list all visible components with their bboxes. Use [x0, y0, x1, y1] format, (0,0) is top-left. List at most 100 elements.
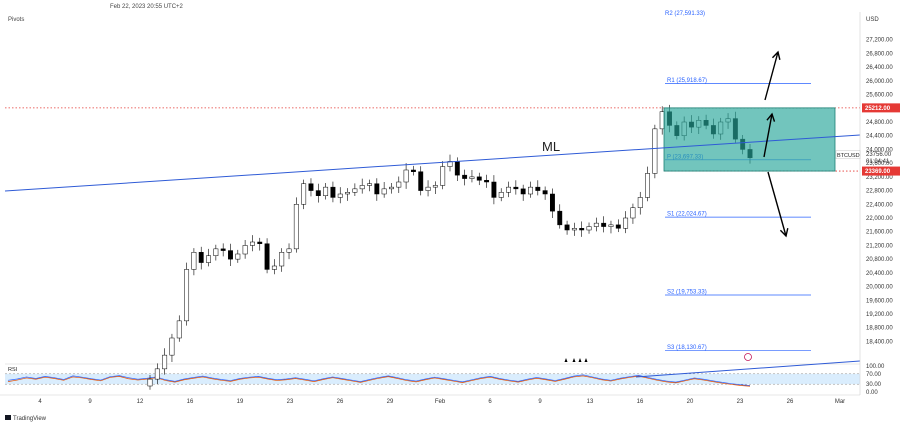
- x-tick-label: Feb: [435, 399, 446, 405]
- x-tick-label: Mar: [835, 399, 845, 405]
- candle-body: [147, 378, 153, 387]
- y-tick-label: 27,200.00: [866, 38, 893, 44]
- candle-body: [257, 241, 263, 244]
- candle-body: [154, 368, 160, 380]
- candle-body: [279, 252, 285, 267]
- candle-body: [367, 183, 372, 186]
- candle-body: [564, 224, 570, 231]
- candle-body: [615, 224, 621, 229]
- arrow-down-head: [779, 228, 789, 238]
- support-tag: 23369.00: [865, 169, 891, 175]
- oscillator-series-2: [7, 375, 751, 387]
- candle-body: [652, 128, 658, 174]
- candle-body: [271, 265, 277, 270]
- candle-body: [337, 193, 343, 198]
- candle-body: [228, 250, 233, 260]
- candle-body: [220, 248, 226, 251]
- median-line: [4, 134, 861, 192]
- candle-body: [586, 226, 592, 231]
- x-tick-label: 16: [187, 399, 194, 405]
- median-line-label: ML: [542, 139, 560, 154]
- candle-body: [308, 183, 314, 191]
- candle-body: [264, 243, 270, 270]
- candle-body: [162, 354, 168, 370]
- candle-body: [520, 188, 526, 195]
- axes: USD 27,200.00 26,800.00 26,400.00 26,000.00 2…: [0, 12, 900, 422]
- candle-body: [498, 192, 504, 198]
- x-tick-label: 26: [787, 399, 794, 405]
- arrow-down: [767, 171, 787, 237]
- candle-body: [593, 222, 599, 227]
- x-tick-label: 4: [38, 399, 42, 405]
- candle-body: [601, 222, 607, 227]
- candle-body: [381, 188, 387, 195]
- candle-body: [235, 253, 241, 260]
- candle-body: [396, 181, 402, 188]
- x-tick-label: 6: [488, 399, 492, 405]
- candle-body: [403, 169, 409, 183]
- candle-body: [630, 207, 636, 219]
- last-price: 23756.00: [866, 152, 892, 158]
- candle-body: [286, 248, 292, 253]
- y-tick-label: 19,600.00: [866, 298, 893, 304]
- resistance-tag-bg: [862, 103, 900, 113]
- candle-body: [645, 173, 651, 198]
- candle-body: [542, 190, 548, 195]
- candle-body: [293, 204, 299, 250]
- pivot-label-top: R2 (27,591.33): [665, 11, 705, 17]
- candle-body: [198, 252, 204, 263]
- y-tick-label: 22,800.00: [866, 189, 893, 195]
- y-tick-label: 22,400.00: [866, 202, 893, 208]
- oscillator-level-label: 0.00: [866, 390, 878, 396]
- oscillator-label: RSI: [8, 367, 18, 373]
- candle-body: [213, 248, 219, 256]
- y-tick-label: 18,400.00: [866, 339, 893, 345]
- candle-body: [249, 241, 255, 246]
- y-tick-label: 26,000.00: [866, 79, 893, 85]
- x-tick-label: 23: [737, 399, 744, 405]
- candle-body: [535, 186, 541, 191]
- y-tick-label: 24,000.00: [866, 147, 893, 153]
- pivot-label: R1 (25,918.67): [667, 78, 707, 84]
- candle-body: [206, 255, 211, 263]
- pivot-label: S3 (18,130.67): [667, 345, 707, 351]
- candle-body: [608, 224, 614, 227]
- candle-body: [301, 183, 307, 205]
- candle-body: [440, 166, 446, 186]
- support-tag-bg: [862, 166, 900, 176]
- y-tick-label: 18,800.00: [866, 326, 893, 332]
- median-line-lower: [635, 360, 861, 378]
- event-marker: [564, 358, 568, 362]
- candle-body: [330, 186, 336, 198]
- y-tick-label: 23,200.00: [866, 175, 893, 181]
- candle-body: [549, 193, 555, 212]
- y-tick-label: 20,800.00: [866, 257, 893, 263]
- x-tick-label: 9: [538, 399, 542, 405]
- symbol-tag-bg: [835, 150, 861, 159]
- candle-body: [352, 188, 358, 193]
- event-circle: [744, 353, 752, 361]
- oscillator-level-label: 100.00: [866, 364, 885, 370]
- candle-body: [571, 228, 577, 231]
- y-tick-label: 26,400.00: [866, 65, 893, 71]
- candle-body: [579, 228, 585, 231]
- x-tick-label: 19: [237, 399, 244, 405]
- y-tick-label: 19,200.00: [866, 312, 893, 318]
- candle-body: [623, 217, 629, 229]
- x-tick-label: 16: [637, 399, 644, 405]
- oscillator-series-1: [7, 374, 751, 386]
- candle-body: [513, 186, 519, 190]
- candle-body: [242, 245, 248, 255]
- pivot-label: S2 (19,753.33): [667, 290, 707, 296]
- arrow-up-near-head: [766, 112, 776, 122]
- candle-body: [359, 185, 365, 190]
- x-tick-label: 23: [287, 399, 294, 405]
- candle-body: [637, 197, 643, 208]
- candle-body: [191, 252, 197, 270]
- candle-body: [557, 210, 563, 226]
- y-tick-label: 24,800.00: [866, 120, 893, 126]
- symbol-tag: BTCUSD: [837, 153, 860, 159]
- arrow-up-far-head: [771, 50, 781, 60]
